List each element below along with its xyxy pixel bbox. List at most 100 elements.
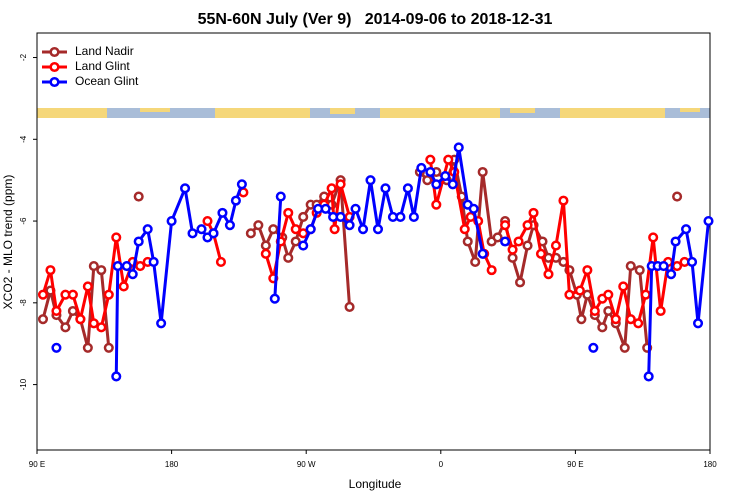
data-point xyxy=(60,322,71,333)
data-point xyxy=(522,240,533,251)
x-tick-label: 180 xyxy=(703,460,717,469)
data-point xyxy=(597,322,608,333)
series-line xyxy=(273,196,283,299)
data-point xyxy=(82,281,93,292)
data-point xyxy=(625,314,636,325)
data-point xyxy=(522,220,533,231)
data-point xyxy=(326,183,337,194)
data-point xyxy=(180,183,191,194)
data-point xyxy=(492,232,503,243)
data-point xyxy=(588,342,599,353)
data-point xyxy=(619,342,630,353)
data-point xyxy=(230,195,241,206)
data-point xyxy=(477,248,488,259)
data-point xyxy=(350,203,361,214)
data-point xyxy=(298,211,309,223)
data-point xyxy=(290,236,301,247)
y-tick-label: -10 xyxy=(19,378,28,390)
data-point xyxy=(515,277,526,288)
data-point xyxy=(133,191,144,202)
map-land xyxy=(37,108,700,118)
data-point xyxy=(268,224,279,235)
data-point xyxy=(283,207,294,218)
data-point xyxy=(275,191,286,202)
data-point xyxy=(208,228,219,239)
data-point xyxy=(486,265,497,276)
data-point xyxy=(51,342,62,353)
data-point xyxy=(365,175,376,186)
data-point xyxy=(148,256,159,267)
data-point xyxy=(260,240,271,251)
data-point xyxy=(402,183,413,194)
data-point xyxy=(603,289,614,300)
y-axis-label: XCO2 - MLO trend (ppm) xyxy=(1,175,15,310)
plot-area: 90 E 180 90 W 0 90 E 180 -2 -4 -6 -8 -10 Land Nadir… xyxy=(19,44,717,469)
data-point xyxy=(112,260,123,272)
data-point xyxy=(692,318,704,329)
data-point xyxy=(589,305,600,317)
data-point xyxy=(111,232,122,243)
data-point xyxy=(640,289,651,300)
y-tick-label: -6 xyxy=(19,217,28,225)
data-point xyxy=(576,314,587,325)
data-point xyxy=(196,224,207,235)
data-point xyxy=(344,301,355,312)
data-point xyxy=(236,179,247,190)
data-point xyxy=(75,314,86,325)
data-point xyxy=(687,256,698,267)
data-point xyxy=(431,199,442,210)
data-point xyxy=(88,260,99,272)
data-point xyxy=(298,240,309,251)
data-point xyxy=(253,220,264,231)
data-point xyxy=(111,371,122,382)
data-point xyxy=(408,211,419,223)
data-point xyxy=(507,244,518,255)
data-point xyxy=(88,318,99,329)
data-point xyxy=(37,314,49,325)
data-point xyxy=(543,269,554,280)
data-point xyxy=(166,216,177,227)
y-tick-label: -4 xyxy=(19,135,28,143)
x-tick-label: 180 xyxy=(165,460,179,469)
data-point xyxy=(425,166,436,178)
data-point xyxy=(500,236,511,247)
data-point xyxy=(670,236,681,247)
data-point xyxy=(380,183,391,194)
data-point xyxy=(357,224,369,235)
x-tick-label: 90 E xyxy=(29,460,45,469)
data-point xyxy=(558,195,569,206)
plot-frame xyxy=(36,32,711,451)
data-point xyxy=(582,265,593,276)
legend-label: Land Nadir xyxy=(75,44,134,58)
data-point xyxy=(618,281,629,292)
data-point xyxy=(335,179,346,190)
data-point xyxy=(329,224,340,235)
data-point xyxy=(422,175,433,186)
data-point xyxy=(655,305,666,317)
x-tick-label: 90 W xyxy=(297,460,316,469)
map-strip xyxy=(37,108,710,118)
legend-label: Ocean Glint xyxy=(75,74,139,88)
data-point xyxy=(447,179,458,190)
data-point xyxy=(202,216,213,227)
data-point xyxy=(344,220,355,231)
data-point xyxy=(634,265,645,276)
data-point xyxy=(440,171,451,182)
chart-title: 55N-60N July (Ver 9) 2014-09-06 to 2018-… xyxy=(198,11,553,28)
legend-marker xyxy=(49,76,60,88)
data-point xyxy=(51,305,62,317)
data-point xyxy=(462,236,473,247)
data-point xyxy=(133,236,144,247)
data-point xyxy=(245,228,256,239)
data-point xyxy=(127,269,138,280)
x-tick-label: 0 xyxy=(439,460,444,469)
data-point xyxy=(260,248,271,259)
data-point xyxy=(610,314,621,325)
data-point xyxy=(395,211,406,223)
data-point xyxy=(215,256,227,267)
data-point xyxy=(82,342,93,353)
data-point xyxy=(681,224,692,235)
data-point xyxy=(103,342,114,353)
legend-marker xyxy=(49,46,60,58)
